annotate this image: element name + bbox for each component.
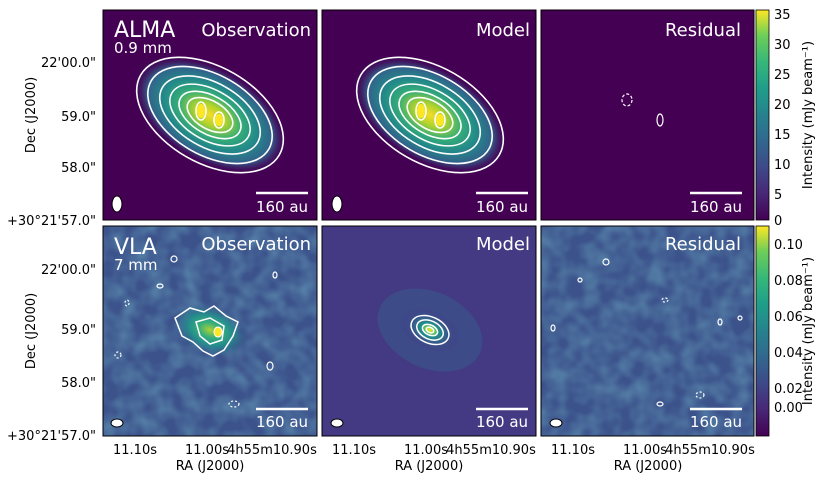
colorbar-top: 35 30 25 20 15 10 5 0 Intensity (mJy bea… [755, 8, 816, 229]
alma-observation-panel: ALMA 0.9 mm Observation 160 au [102, 9, 318, 221]
vla-residual-contours [550, 258, 743, 407]
vla-model-contours [410, 314, 450, 346]
ytick-label: 22'00.0" [41, 56, 96, 71]
scalebar-label: 160 au [256, 198, 308, 216]
vla-residual-panel: Residual 160 au [540, 225, 755, 437]
alma-obs-contours [135, 56, 285, 174]
colorbar-top-tick: 15 [774, 128, 791, 143]
title-alma-residual: Residual [665, 20, 741, 41]
colorbar-bottom-tick: 0.02 [774, 382, 803, 397]
ytick-label: 58.0" [61, 376, 96, 391]
scalebar-label: 160 au [476, 413, 528, 431]
vla-obs-contour [174, 305, 239, 357]
y-axis-top: 22'00.0" 59.0" 58.0" Dec (J2000) [24, 56, 96, 176]
xtick-label: 11.00s [185, 443, 229, 458]
wavelength-alma: 0.9 mm [114, 39, 172, 57]
residual-contour [621, 93, 633, 107]
title-vla-observation: Observation [201, 234, 311, 255]
row-label-alma: ALMA [114, 18, 175, 43]
scalebar-label: 160 au [690, 198, 742, 216]
ytick-label: 59.0" [61, 110, 96, 125]
alma-model-contours [355, 56, 505, 174]
colorbar-bottom-tick: 0.00 [774, 401, 803, 416]
colorbar-bottom-tick: 0.04 [774, 346, 803, 361]
xtick-label: 11.10s [332, 443, 376, 458]
xtick-label: 4h55m10.90s [665, 443, 755, 458]
ytick-label-shared: +30°21'57.0" [7, 214, 96, 229]
alma-model-panel: Model 160 au [321, 9, 537, 221]
alma-residual-panel: Residual 160 au [540, 9, 755, 221]
ytick-label: +30°21'57.0" [7, 429, 96, 444]
colorbar-top-tick: 30 [774, 38, 791, 53]
xtick-label: 11.10s [551, 443, 595, 458]
colorbar-top-tick: 0 [774, 214, 782, 229]
scalebar-label: 160 au [690, 413, 742, 431]
beam-ellipse [331, 195, 343, 213]
ytick-label: 59.0" [61, 323, 96, 338]
x-axis-label: RA (J2000) [176, 459, 245, 474]
y-axis-label: Dec (J2000) [24, 293, 39, 369]
colorbar-top-tick: 25 [774, 68, 791, 83]
x-axis-label: RA (J2000) [614, 459, 683, 474]
colorbar-bottom-label: Intensity (mJy beam⁻¹) [801, 257, 816, 405]
y-axis-label: Dec (J2000) [24, 77, 39, 153]
colorbar-top-tick: 35 [774, 8, 791, 23]
scalebar-label: 160 au [256, 413, 308, 431]
vla-model-panel: Model 160 au [321, 225, 537, 437]
colorbar-top-label: Intensity (mJy beam⁻¹) [801, 41, 816, 189]
title-vla-residual: Residual [665, 234, 741, 255]
title-vla-model: Model [476, 234, 530, 255]
ytick-label: 58.0" [61, 161, 96, 176]
colorbar-top-tick: 20 [774, 98, 791, 113]
colorbar-bottom: 0.10 0.08 0.06 0.04 0.02 0.00 Intensity … [755, 225, 816, 437]
wavelength-vla: 7 mm [114, 256, 158, 274]
colorbar-bottom-tick: 0.10 [774, 238, 803, 253]
xtick-label: 11.10s [113, 443, 157, 458]
title-alma-model: Model [476, 20, 530, 41]
scalebar-label: 160 au [476, 198, 528, 216]
colorbar-top-tick: 5 [774, 188, 782, 203]
beam-ellipse [111, 195, 123, 213]
colorbar-top-tick: 10 [774, 158, 791, 173]
colorbar-bottom-tick: 0.06 [774, 310, 803, 325]
beam-ellipse [330, 418, 344, 428]
xtick-label: 4h55m10.90s [227, 443, 317, 458]
ytick-label: 22'00.0" [41, 263, 96, 278]
colorbar-bottom-tick: 0.08 [774, 274, 803, 289]
y-axis-bottom: 22'00.0" 59.0" 58.0" +30°21'57.0" Dec (J… [7, 263, 96, 444]
xtick-label: 11.00s [404, 443, 448, 458]
beam-ellipse [110, 418, 124, 428]
xtick-label: 11.00s [623, 443, 667, 458]
x-axis: 11.10s 11.00s 4h55m10.90s RA (J2000) 11.… [113, 443, 755, 474]
residual-contour [656, 113, 664, 127]
vla-observation-panel: VLA 7 mm Observation 160 au [102, 225, 318, 437]
title-alma-observation: Observation [201, 20, 311, 41]
beam-ellipse [549, 418, 563, 428]
x-axis-label: RA (J2000) [395, 459, 464, 474]
row-label-vla: VLA [114, 235, 157, 260]
xtick-label: 4h55m10.90s [446, 443, 536, 458]
